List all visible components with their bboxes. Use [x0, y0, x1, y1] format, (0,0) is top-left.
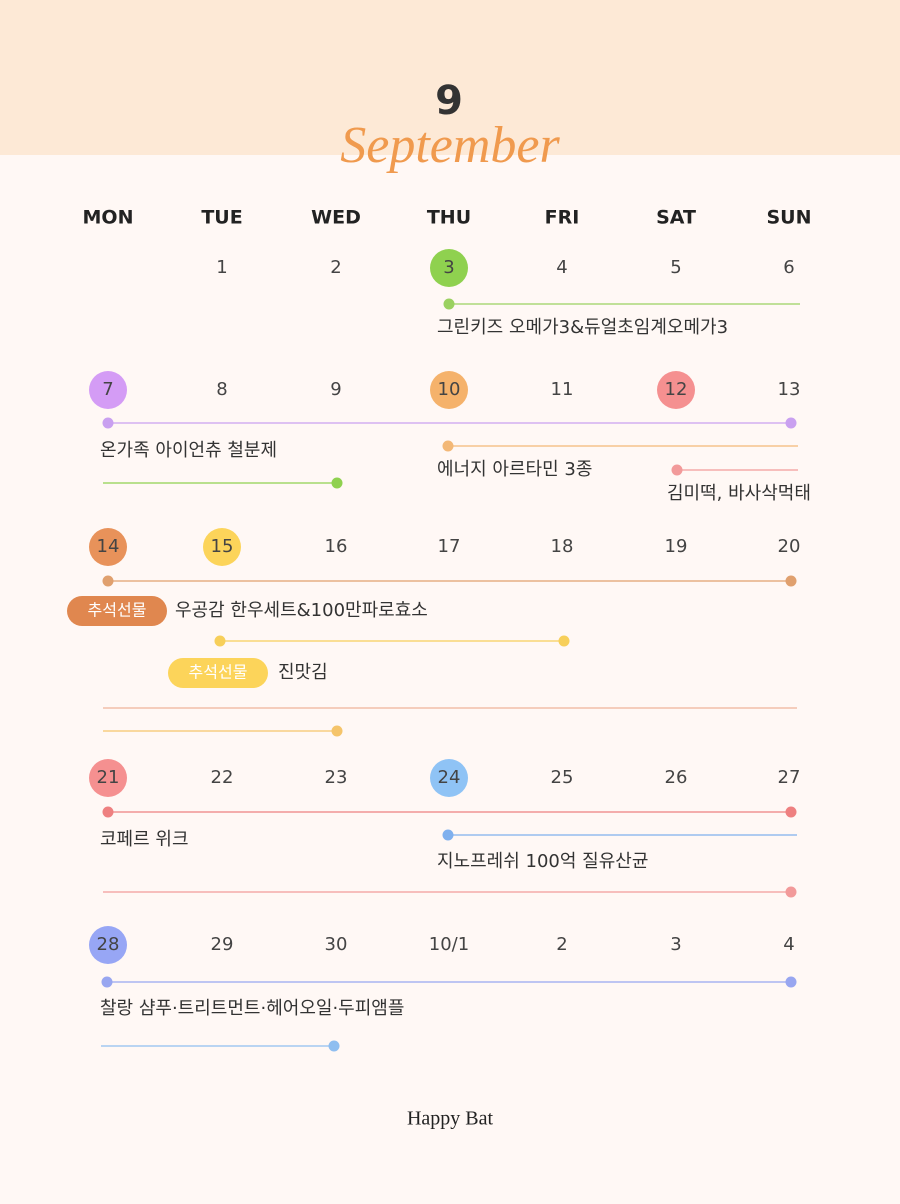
day: 4	[556, 257, 567, 278]
day: 26	[665, 767, 688, 788]
day: 8	[216, 379, 227, 400]
event-label: 코페르 위크	[100, 829, 189, 850]
day: 28	[97, 934, 120, 955]
event-label: 온가족 아이언츄 철분제	[100, 440, 277, 461]
event-dot	[442, 440, 454, 452]
event-dot	[785, 886, 797, 898]
day-highlight	[89, 926, 127, 964]
event-dot	[442, 829, 454, 841]
day: 15	[211, 536, 234, 557]
event-dot	[331, 477, 343, 489]
day: 11	[551, 379, 574, 400]
event-label: 진맛김	[278, 662, 328, 683]
day: 13	[778, 379, 801, 400]
footer: Happy Bat	[407, 1108, 494, 1130]
event-dot	[785, 417, 797, 429]
month-number: 9	[435, 78, 463, 124]
day-highlight	[430, 249, 468, 287]
day: 24	[438, 767, 461, 788]
day-highlight	[430, 759, 468, 797]
day: 7	[102, 379, 113, 400]
event-dot	[328, 1040, 340, 1052]
day: 20	[778, 536, 801, 557]
day: 12	[665, 379, 688, 400]
event-label: 김미떡, 바사삭먹태	[667, 483, 811, 504]
day: 1	[216, 257, 227, 278]
day: 4	[783, 934, 794, 955]
day: 3	[670, 934, 681, 955]
day: 2	[330, 257, 341, 278]
weekday: SUN	[766, 207, 811, 229]
event-dot	[102, 806, 114, 818]
day: 19	[665, 536, 688, 557]
day: 10	[438, 379, 461, 400]
event-label: 그린키즈 오메가3&듀얼초임계오메가3	[437, 317, 728, 338]
weekday: MON	[83, 207, 134, 229]
day: 5	[670, 257, 681, 278]
event-dot	[102, 575, 114, 587]
event-dot	[671, 464, 683, 476]
event-tag: 추석선물	[88, 601, 147, 620]
day-highlight	[89, 759, 127, 797]
day: 2	[556, 934, 567, 955]
weekday: WED	[311, 207, 361, 229]
day-highlight	[430, 371, 468, 409]
event-tag-bg	[67, 596, 167, 626]
day: 30	[325, 934, 348, 955]
day: 16	[325, 536, 348, 557]
event-dot	[785, 976, 797, 988]
day-highlight	[89, 528, 127, 566]
day-highlight	[203, 528, 241, 566]
day: 6	[783, 257, 794, 278]
header-band	[0, 0, 900, 155]
event-dot	[785, 806, 797, 818]
event-dot	[102, 417, 114, 429]
day: 21	[97, 767, 120, 788]
weekday: FRI	[545, 207, 580, 229]
day-highlight	[89, 371, 127, 409]
event-label: 우공감 한우세트&100만파로효소	[175, 600, 428, 621]
event-label: 지노프레쉬 100억 질유산균	[437, 851, 648, 872]
event-label: 찰랑 샴푸·트리트먼트·헤어오일·두피앰플	[100, 998, 404, 1019]
day: 10/1	[429, 934, 469, 955]
event-dot	[558, 635, 570, 647]
day: 14	[97, 536, 120, 557]
day: 25	[551, 767, 574, 788]
event-label: 에너지 아르타민 3종	[437, 459, 592, 480]
day: 27	[778, 767, 801, 788]
event-tag: 추석선물	[189, 663, 248, 682]
day-highlight	[657, 371, 695, 409]
day: 29	[211, 934, 234, 955]
day: 17	[438, 536, 461, 557]
event-dot	[101, 976, 113, 988]
weekday: SAT	[656, 207, 696, 229]
weekday: TUE	[201, 207, 242, 229]
event-dot	[785, 575, 797, 587]
day: 3	[443, 257, 454, 278]
event-dot	[331, 725, 343, 737]
event-dot	[214, 635, 226, 647]
event-dot	[443, 298, 455, 310]
event-tag-bg	[168, 658, 268, 688]
day: 23	[325, 767, 348, 788]
weekday: THU	[427, 207, 471, 229]
day: 22	[211, 767, 234, 788]
day: 9	[330, 379, 341, 400]
month-name: September	[340, 117, 560, 174]
day: 18	[551, 536, 574, 557]
